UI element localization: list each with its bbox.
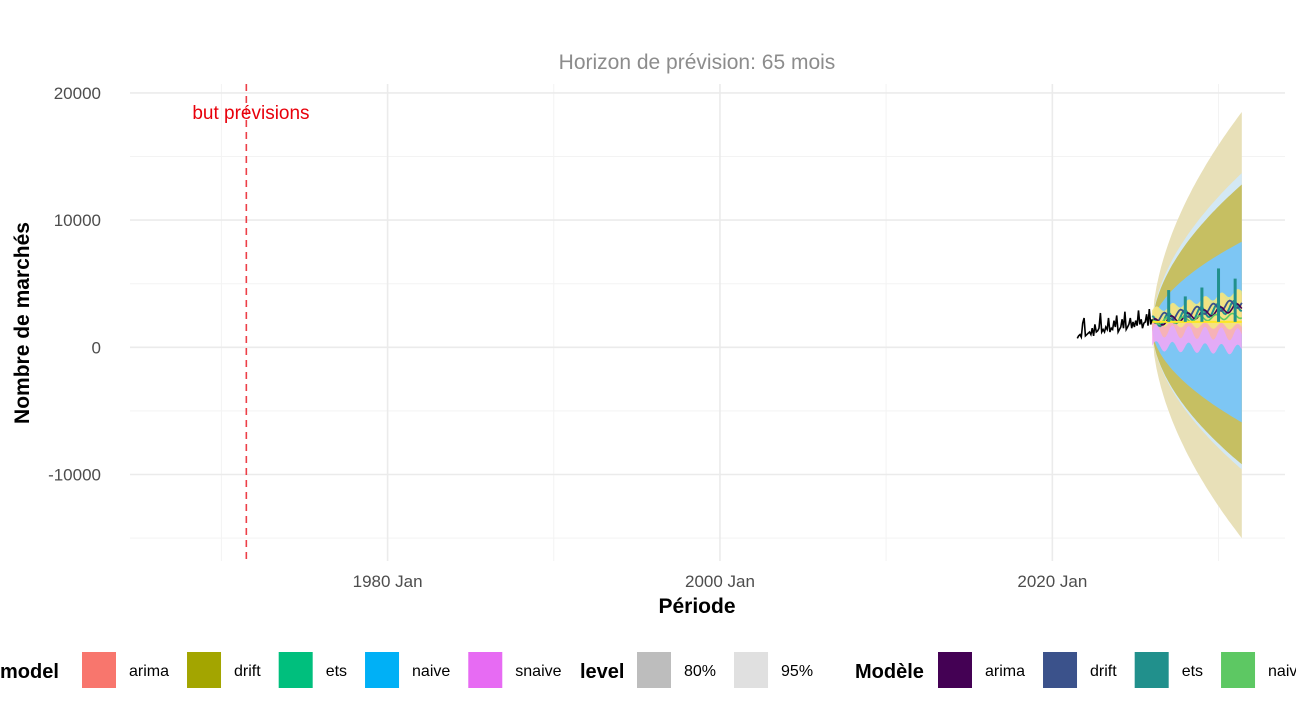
- legend-label: arima: [985, 663, 1025, 680]
- legend-label: ets: [326, 663, 347, 680]
- legend-label: drift: [234, 663, 261, 680]
- line-naive: [1151, 312, 1243, 326]
- y-tick-label: 0: [92, 338, 101, 357]
- legend-label: snaive: [515, 663, 561, 680]
- legend-title: model: [0, 661, 59, 683]
- x-axis-ticks: 1980 Jan 2000 Jan 2020 Jan: [353, 572, 1088, 591]
- forecast-lines: [1151, 268, 1243, 328]
- grid: [130, 84, 1285, 561]
- y-axis-ticks: 20000 10000 0 -10000: [48, 84, 101, 485]
- x-tick-label: 2000 Jan: [685, 572, 755, 591]
- legend-label: drift: [1090, 663, 1117, 680]
- y-tick-label: 10000: [54, 211, 101, 230]
- line-drift: [1151, 299, 1243, 324]
- chart-title: Horizon de prévision: 65 mois: [559, 51, 836, 74]
- legend-label: arima: [129, 663, 169, 680]
- legend-key-arima: [938, 652, 972, 688]
- legend-key-naive: [1221, 652, 1256, 688]
- legend-title: level: [580, 661, 624, 683]
- legend-label: ets: [1182, 663, 1203, 680]
- y-tick-label: -10000: [48, 466, 101, 485]
- legend-level: level 80% 95%: [580, 652, 813, 688]
- y-axis-title: Nombre de marchés: [11, 222, 34, 424]
- legend-label: 95%: [781, 663, 813, 680]
- x-tick-label: 1980 Jan: [353, 572, 423, 591]
- legend-label: 80%: [684, 663, 716, 680]
- legend-label: naive: [1268, 663, 1296, 680]
- history-line: [1076, 309, 1153, 340]
- history-series: [1076, 309, 1153, 340]
- legend-label: naive: [412, 663, 450, 680]
- legend: model arima drift ets naive snaive level 80% 95%…: [0, 652, 1296, 688]
- legend-key-ets: [1134, 652, 1169, 688]
- legend-key-95: [734, 652, 769, 688]
- legend-key-snaive: [468, 652, 503, 688]
- legend-key-drift: [1043, 652, 1078, 688]
- legend-title: Modèle: [855, 661, 924, 683]
- legend-modèle: Modèle arima drift ets naive: [855, 652, 1296, 688]
- x-axis-title: Période: [658, 595, 735, 618]
- legend-key-80: [637, 652, 671, 688]
- y-tick-label: 20000: [54, 84, 101, 103]
- legend-key-arima: [82, 652, 116, 688]
- legend-model: model arima drift ets naive snaive: [0, 652, 562, 688]
- legend-key-ets: [278, 652, 313, 688]
- legend-key-naive: [365, 652, 400, 688]
- x-tick-label: 2020 Jan: [1017, 572, 1087, 591]
- legend-key-drift: [187, 652, 222, 688]
- forecast-start-label: but prévisions: [192, 103, 309, 124]
